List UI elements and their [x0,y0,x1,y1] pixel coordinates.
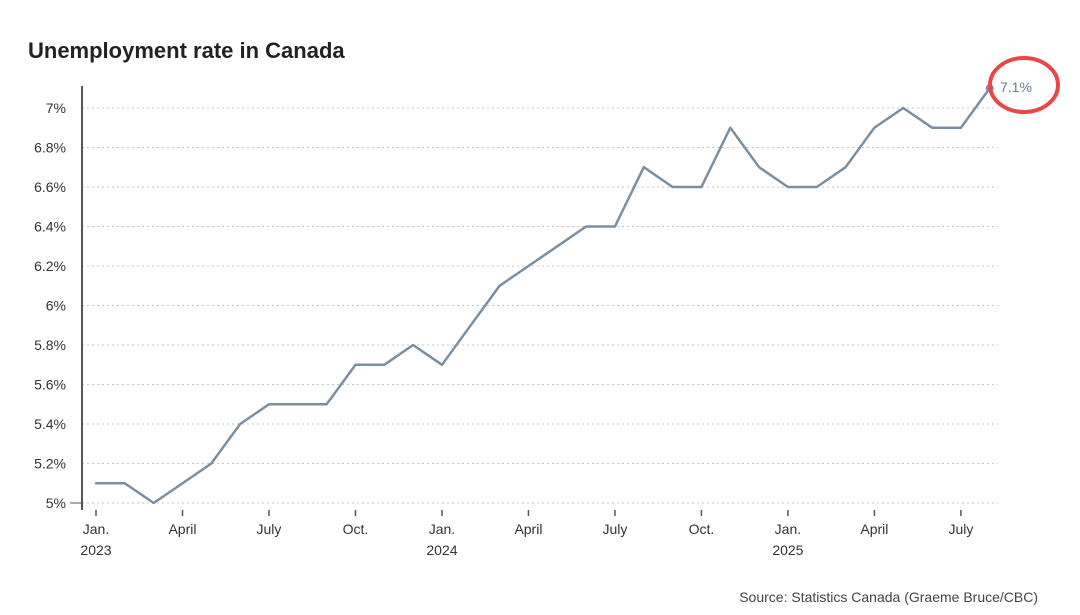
x-tick-label: Jan. [83,521,109,537]
x-tick-label: Oct. [343,521,369,537]
x-tick-label: Jan. [429,521,455,537]
y-tick-label: 6% [46,298,66,314]
y-tick-label: 6.6% [34,179,66,195]
x-tick-label: Oct. [689,521,715,537]
highlight-circle [988,56,1060,114]
gridlines [82,107,998,504]
x-tick-label: Jan. [775,521,801,537]
source-note: Source: Statistics Canada (Graeme Bruce/… [739,589,1038,605]
y-axis: 5% 5.2% 5.4% 5.6% 5.8% 6% 6.2% 6.4% 6.6% 6.8% 7% [34,86,83,511]
x-tick-label: April [860,521,888,537]
y-tick-label: 7% [46,100,66,116]
annotation-label: 7.1% [1000,79,1032,95]
x-tick-year-label: 2023 [80,542,111,558]
x-tick-label: July [602,521,627,537]
y-tick-label: 5.8% [34,337,66,353]
x-tick-label: July [948,521,973,537]
x-tick-label: April [514,521,542,537]
x-tick-year-label: 2024 [426,542,457,558]
y-tick-label: 6.2% [34,258,66,274]
y-tick-label: 5.6% [34,377,66,393]
y-tick-label: 5% [46,495,66,511]
x-axis: Jan. 2023 April July Oct. Jan. 2024 April July Oc… [80,510,973,558]
x-tick-label: April [168,521,196,537]
y-tick-label: 5.4% [34,416,66,432]
y-tick-label: 6.8% [34,140,66,156]
annotation-layer: 7.1% [985,56,1060,114]
series-layer [94,87,991,505]
chart-title: Unemployment rate in Canada [28,38,345,63]
series-line [94,87,991,505]
y-tick-label: 6.4% [34,219,66,235]
x-tick-year-label: 2025 [772,542,803,558]
x-tick-label: July [257,521,282,537]
y-tick-label: 5.2% [34,456,66,472]
